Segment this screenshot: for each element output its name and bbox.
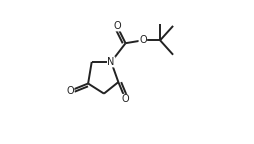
Text: O: O [113, 21, 121, 31]
Text: O: O [66, 86, 74, 96]
Text: O: O [139, 35, 147, 45]
Text: O: O [122, 94, 129, 104]
Text: N: N [107, 57, 115, 67]
